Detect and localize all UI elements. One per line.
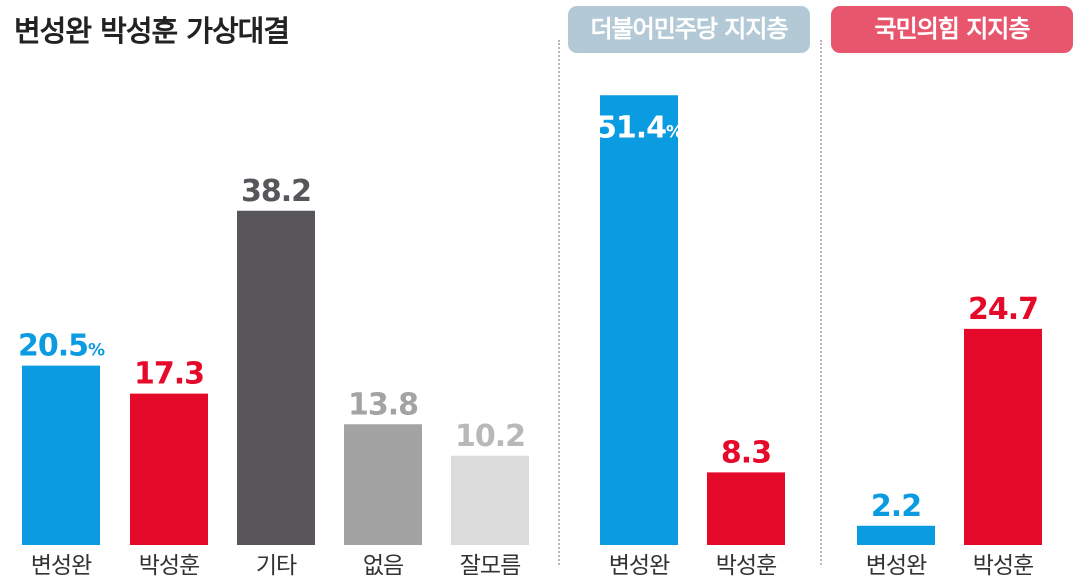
category-label-1-1: 박성훈: [716, 553, 776, 579]
value-label-0-2: 38.2: [241, 174, 311, 209]
democratic-supporters-badge: 더불어민주당 지지층: [568, 6, 810, 53]
bar-0-4: [451, 455, 529, 545]
category-label-0-0: 변성완: [31, 553, 92, 579]
bar-0-2: [237, 210, 315, 545]
bar-1-0: [600, 95, 678, 545]
bar-0-1: [130, 393, 208, 545]
category-label-0-1: 박성훈: [139, 553, 199, 579]
category-label-2-1: 박성훈: [973, 553, 1033, 579]
chart-title: 변성완 박성훈 가상대결: [14, 14, 290, 48]
value-label-0-1: 17.3: [134, 357, 204, 392]
section-divider: [820, 40, 822, 565]
section-divider: [558, 40, 560, 565]
bar-2-0: [857, 525, 935, 545]
value-label-0-4: 10.2: [455, 419, 525, 454]
category-label-1-0: 변성완: [609, 553, 670, 579]
bar-1-1: [707, 472, 785, 545]
value-label-0-3: 13.8: [348, 387, 418, 422]
bar-2-1: [964, 328, 1042, 545]
bar-0-0: [22, 365, 100, 545]
category-label-0-4: 잘모름: [460, 553, 520, 579]
value-label-2-1: 24.7: [968, 292, 1038, 327]
value-label-1-1: 8.3: [721, 435, 771, 470]
value-label-0-0: 20.5%: [18, 329, 105, 364]
ppp-supporters-badge: 국민의힘 지지층: [831, 6, 1073, 53]
category-label-0-3: 없음: [363, 553, 403, 579]
category-label-2-0: 변성완: [866, 553, 927, 579]
value-label-2-0: 2.2: [871, 489, 921, 524]
bar-0-3: [344, 424, 422, 545]
category-label-0-2: 기타: [256, 553, 297, 579]
